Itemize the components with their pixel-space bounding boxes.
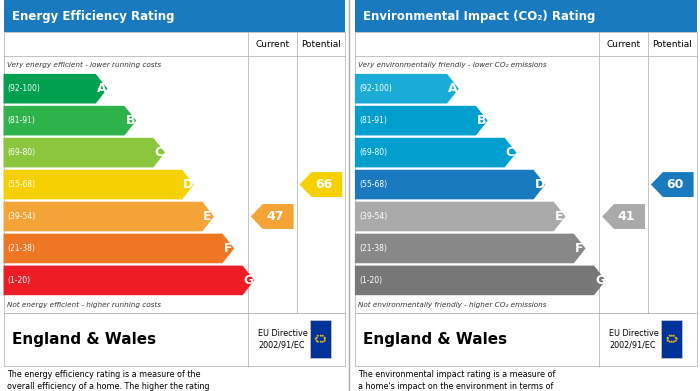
Text: The energy efficiency rating is a measure of the
overall efficiency of a home. T: The energy efficiency rating is a measur…	[7, 370, 209, 391]
Text: (69-80): (69-80)	[8, 148, 36, 157]
Text: ★: ★	[668, 334, 671, 338]
Text: Not environmentally friendly - higher CO₂ emissions: Not environmentally friendly - higher CO…	[358, 301, 547, 308]
Polygon shape	[355, 106, 488, 135]
Text: Potential: Potential	[652, 39, 692, 49]
Bar	[661, 320, 682, 358]
Text: Not energy efficient - higher running costs: Not energy efficient - higher running co…	[7, 301, 161, 308]
Text: (55-68): (55-68)	[8, 180, 36, 189]
Bar	[355, 32, 696, 313]
Text: ★: ★	[321, 340, 324, 344]
Text: A: A	[448, 82, 458, 95]
Polygon shape	[651, 172, 694, 197]
Text: ★: ★	[668, 340, 671, 344]
Text: ★: ★	[673, 335, 677, 339]
Text: ★: ★	[314, 335, 318, 339]
Polygon shape	[4, 234, 234, 263]
Text: ★: ★	[316, 334, 320, 338]
Text: F: F	[575, 242, 583, 255]
Text: Environmental Impact (CO₂) Rating: Environmental Impact (CO₂) Rating	[363, 9, 596, 23]
Text: ★: ★	[318, 341, 322, 344]
Text: C: C	[505, 146, 514, 159]
Polygon shape	[251, 204, 294, 229]
Text: Very environmentally friendly - lower CO₂ emissions: Very environmentally friendly - lower CO…	[358, 61, 547, 68]
Text: The environmental impact rating is a measure of
a home's impact on the environme: The environmental impact rating is a mea…	[358, 370, 556, 391]
Text: ★: ★	[316, 340, 320, 344]
Text: Energy Efficiency Rating: Energy Efficiency Rating	[12, 9, 174, 23]
Text: A: A	[97, 82, 106, 95]
Text: England & Wales: England & Wales	[363, 332, 508, 347]
Text: 66: 66	[315, 178, 332, 191]
Polygon shape	[355, 170, 545, 199]
Text: B: B	[477, 114, 486, 127]
Text: C: C	[154, 146, 163, 159]
Text: G: G	[595, 274, 606, 287]
Bar	[4, 32, 345, 313]
Text: Potential: Potential	[301, 39, 341, 49]
Text: (1-20): (1-20)	[8, 276, 31, 285]
Text: B: B	[125, 114, 135, 127]
Text: (39-54): (39-54)	[8, 212, 36, 221]
Text: EU Directive
2002/91/EC: EU Directive 2002/91/EC	[258, 329, 308, 350]
Text: 47: 47	[267, 210, 284, 223]
Polygon shape	[4, 202, 214, 231]
Polygon shape	[4, 106, 136, 135]
Text: ★: ★	[323, 337, 326, 341]
Bar	[4, 0, 345, 32]
Text: Current: Current	[606, 39, 641, 49]
Text: ★: ★	[314, 337, 318, 341]
Text: ★: ★	[314, 339, 318, 343]
Text: ★: ★	[672, 340, 676, 344]
Text: F: F	[223, 242, 232, 255]
Text: 60: 60	[666, 178, 684, 191]
Text: D: D	[183, 178, 193, 191]
Text: ★: ★	[666, 335, 669, 339]
Text: (81-91): (81-91)	[359, 116, 387, 125]
Text: G: G	[244, 274, 254, 287]
Bar	[355, 0, 696, 32]
Text: E: E	[203, 210, 211, 223]
Polygon shape	[355, 202, 566, 231]
Text: ★: ★	[672, 334, 676, 338]
Text: Current: Current	[255, 39, 289, 49]
Text: ★: ★	[673, 339, 677, 343]
Polygon shape	[355, 74, 458, 104]
Polygon shape	[4, 170, 194, 199]
Text: 41: 41	[618, 210, 636, 223]
Text: ★: ★	[322, 335, 326, 339]
Polygon shape	[4, 265, 254, 295]
Text: ★: ★	[666, 339, 669, 343]
Text: (69-80): (69-80)	[359, 148, 387, 157]
Text: ★: ★	[322, 339, 326, 343]
Text: ★: ★	[670, 341, 673, 344]
Text: (55-68): (55-68)	[359, 180, 387, 189]
Text: (92-100): (92-100)	[8, 84, 41, 93]
Bar	[355, 313, 696, 366]
Text: ★: ★	[666, 337, 669, 341]
Text: E: E	[554, 210, 563, 223]
Text: ★: ★	[318, 334, 322, 338]
Polygon shape	[4, 138, 165, 167]
Text: D: D	[535, 178, 545, 191]
Polygon shape	[355, 138, 517, 167]
Polygon shape	[355, 265, 606, 295]
Bar	[4, 313, 345, 366]
Bar	[309, 320, 331, 358]
Polygon shape	[355, 234, 586, 263]
Text: (81-91): (81-91)	[8, 116, 36, 125]
Text: ★: ★	[670, 334, 673, 338]
Text: (1-20): (1-20)	[359, 276, 382, 285]
Text: (92-100): (92-100)	[359, 84, 392, 93]
Text: ★: ★	[674, 337, 678, 341]
Polygon shape	[602, 204, 645, 229]
Text: England & Wales: England & Wales	[12, 332, 156, 347]
Text: Very energy efficient - lower running costs: Very energy efficient - lower running co…	[7, 61, 161, 68]
Text: ★: ★	[321, 334, 324, 338]
Text: (39-54): (39-54)	[359, 212, 387, 221]
Text: EU Directive
2002/91/EC: EU Directive 2002/91/EC	[610, 329, 659, 350]
Polygon shape	[300, 172, 342, 197]
Polygon shape	[4, 74, 107, 104]
Text: (21-38): (21-38)	[8, 244, 36, 253]
Text: (21-38): (21-38)	[359, 244, 387, 253]
